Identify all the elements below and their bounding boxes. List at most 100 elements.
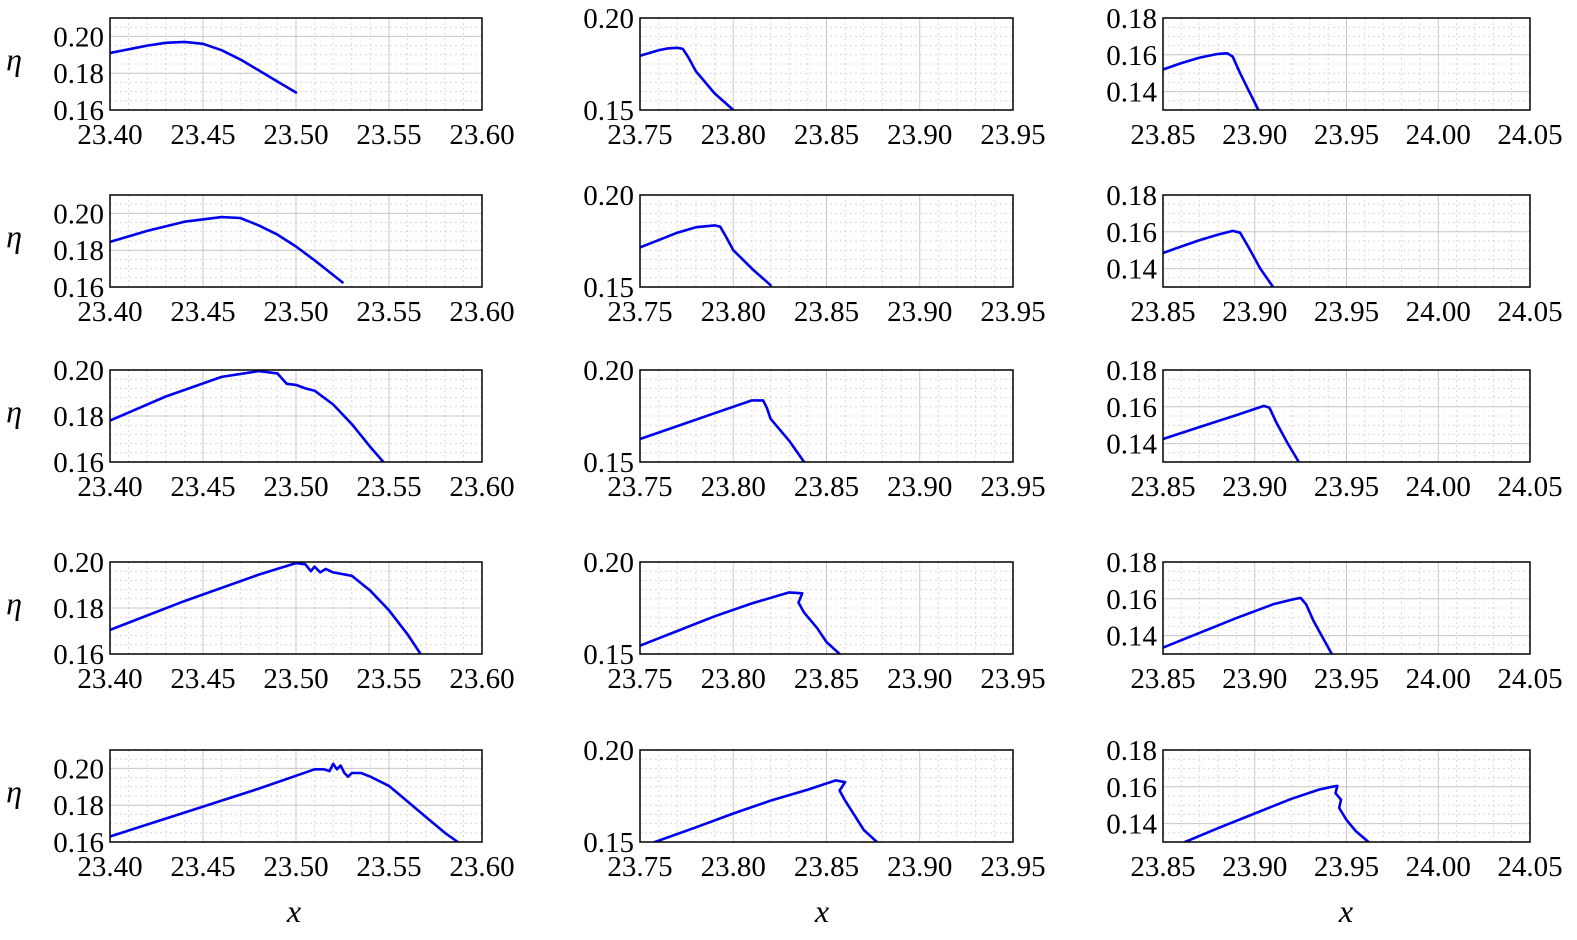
axes-frame-r4-c2 (639, 561, 1014, 655)
series-line-r3-c3-0 (1163, 404, 1301, 462)
y-tick-label-r4-c2: 0.20 (583, 547, 634, 579)
x-tick-label-r1-c2: 23.85 (794, 119, 859, 151)
y-tick-label-r4-c1: 0.16 (53, 639, 104, 671)
axes-frame-r2-c3 (1162, 194, 1531, 288)
x-tick-label-r4-c2: 23.90 (887, 663, 952, 695)
x-tick-label-r2-c1: 23.40 (77, 296, 142, 328)
y-axis-label-r4-c1: η (6, 585, 22, 621)
series-line-r5-c3-0 (1183, 784, 1370, 842)
axes-frame-r1-c2 (639, 17, 1014, 111)
subplot-r3-c2: 23.75 23.80 23.85 23.90 23.95 0.15 0.20 (583, 355, 1045, 503)
series-line-r4-c2-0 (640, 591, 841, 654)
y-tick-label-r3-c2: 0.20 (583, 355, 634, 387)
y-tick-label-r3-c2: 0.15 (583, 447, 634, 479)
y-tick-label-r3-c1: 0.16 (53, 447, 104, 479)
series-line-r4-c3-0 (1163, 596, 1334, 654)
series-line-r1-c2-0 (640, 46, 735, 110)
x-tick-label-r4-c2: 23.75 (607, 663, 672, 695)
y-tick-label-r5-c1: 0.20 (53, 753, 104, 785)
x-tick-label-r4-c3: 23.85 (1130, 663, 1195, 695)
y-tick-label-r2-c3: 0.18 (1106, 180, 1157, 212)
series-line-r2-c1-0 (110, 215, 344, 284)
axes-frame-r1-c3 (1162, 17, 1531, 111)
x-tick-label-r1-c1: 23.45 (170, 119, 235, 151)
axes-frame-r3-c1 (109, 369, 483, 463)
subplot-r1-c2: 23.75 23.80 23.85 23.90 23.95 0.15 0.20 (583, 3, 1045, 151)
y-axis-label-r3-c1: η (6, 393, 22, 429)
x-tick-label-r3-c1: 23.60 (449, 471, 514, 503)
x-tick-label-r3-c1: 23.40 (77, 471, 142, 503)
series-line-r2-c3-0 (1163, 229, 1275, 287)
y-tick-label-r3-c3: 0.14 (1106, 429, 1157, 461)
x-tick-label-r1-c1: 23.40 (77, 119, 142, 151)
x-tick-label-r3-c3: 23.90 (1222, 471, 1287, 503)
x-tick-label-r1-c2: 23.95 (980, 119, 1045, 151)
y-tick-label-r4-c3: 0.14 (1106, 621, 1157, 653)
x-tick-label-r3-c1: 23.50 (263, 471, 328, 503)
y-tick-label-r4-c3: 0.16 (1106, 584, 1157, 616)
subplot-r2-c3: 23.85 23.90 23.95 24.00 24.05 0.14 0.16 0.18 (1106, 180, 1562, 328)
subplot-grid: 23.40 23.45 23.50 23.55 23.60 0.16 0.18 0.20 η 23… (6, 3, 1563, 883)
x-axis-label-col-1: x (286, 893, 301, 929)
x-tick-label-r5-c3: 23.95 (1314, 851, 1379, 883)
series-line-r5-c2-0 (653, 779, 879, 842)
y-tick-label-r4-c3: 0.18 (1106, 547, 1157, 579)
y-tick-label-r1-c1: 0.16 (53, 95, 104, 127)
x-tick-label-r1-c3: 23.90 (1222, 119, 1287, 151)
y-tick-label-r2-c2: 0.15 (583, 272, 634, 304)
x-tick-label-r3-c3: 23.95 (1314, 471, 1379, 503)
x-axis-label-col-3: x (1338, 893, 1353, 929)
x-tick-label-r1-c3: 24.00 (1406, 119, 1471, 151)
x-tick-label-r5-c3: 23.90 (1222, 851, 1287, 883)
x-tick-label-r3-c2: 23.75 (607, 471, 672, 503)
subplot-r4-c2: 23.75 23.80 23.85 23.90 23.95 0.15 0.20 (583, 547, 1045, 695)
y-tick-label-r5-c3: 0.16 (1106, 772, 1157, 804)
x-tick-label-r3-c3: 24.05 (1497, 471, 1562, 503)
y-tick-label-r4-c1: 0.18 (53, 593, 104, 625)
y-tick-label-r5-c3: 0.14 (1106, 809, 1157, 841)
y-tick-label-r2-c1: 0.16 (53, 272, 104, 304)
subplot-r1-c1: 23.40 23.45 23.50 23.55 23.60 0.16 0.18 0.20 η (6, 17, 515, 151)
y-tick-label-r2-c1: 0.20 (53, 198, 104, 230)
x-tick-label-r5-c2: 23.90 (887, 851, 952, 883)
x-tick-label-r2-c3: 24.05 (1497, 296, 1562, 328)
x-tick-label-r1-c3: 23.85 (1130, 119, 1195, 151)
x-tick-label-r4-c3: 23.90 (1222, 663, 1287, 695)
y-tick-label-r1-c3: 0.14 (1106, 77, 1157, 109)
y-tick-label-r1-c3: 0.16 (1106, 40, 1157, 72)
axes-frame-r3-c3 (1162, 369, 1531, 463)
x-tick-label-r5-c2: 23.75 (607, 851, 672, 883)
x-tick-label-r3-c3: 24.00 (1406, 471, 1471, 503)
series-line-r3-c2-0 (640, 399, 806, 462)
subplot-r5-c1: 23.40 23.45 23.50 23.55 23.60 0.16 0.18 0.20 η (6, 749, 515, 883)
x-tick-label-r5-c2: 23.95 (980, 851, 1045, 883)
y-tick-label-r1-c2: 0.20 (583, 3, 634, 35)
y-tick-label-r2-c3: 0.16 (1106, 217, 1157, 249)
x-tick-label-r5-c1: 23.55 (356, 851, 421, 883)
x-tick-label-r5-c2: 23.80 (701, 851, 766, 883)
x-tick-label-r3-c2: 23.90 (887, 471, 952, 503)
series-line-r2-c2-0 (640, 224, 772, 287)
y-tick-label-r1-c3: 0.18 (1106, 3, 1157, 35)
series-line-r1-c3-0 (1163, 51, 1260, 110)
y-tick-label-r1-c1: 0.20 (53, 21, 104, 53)
x-tick-label-r4-c1: 23.45 (170, 663, 235, 695)
x-tick-label-r4-c1: 23.60 (449, 663, 514, 695)
axes-frame-r2-c2 (639, 194, 1014, 288)
y-tick-label-r3-c1: 0.18 (53, 401, 104, 433)
x-tick-label-r5-c1: 23.50 (263, 851, 328, 883)
x-tick-label-r2-c1: 23.60 (449, 296, 514, 328)
y-tick-label-r5-c1: 0.18 (53, 790, 104, 822)
x-tick-label-r2-c2: 23.75 (607, 296, 672, 328)
axes-frame-r4-c3 (1162, 561, 1531, 655)
series-line-r1-c1-0 (110, 40, 298, 94)
x-tick-label-r2-c2: 23.85 (794, 296, 859, 328)
y-tick-label-r5-c3: 0.18 (1106, 735, 1157, 767)
subplot-r2-c1: 23.40 23.45 23.50 23.55 23.60 0.16 0.18 0.20 η (6, 194, 515, 328)
subplot-r2-c2: 23.75 23.80 23.85 23.90 23.95 0.15 0.20 (583, 180, 1045, 328)
series-line-r3-c1-0 (110, 370, 385, 462)
x-tick-label-r2-c1: 23.55 (356, 296, 421, 328)
y-tick-label-r2-c2: 0.20 (583, 180, 634, 212)
x-tick-label-r4-c3: 24.00 (1406, 663, 1471, 695)
subplot-r5-c2: 23.75 23.80 23.85 23.90 23.95 0.15 0.20 (583, 735, 1045, 883)
